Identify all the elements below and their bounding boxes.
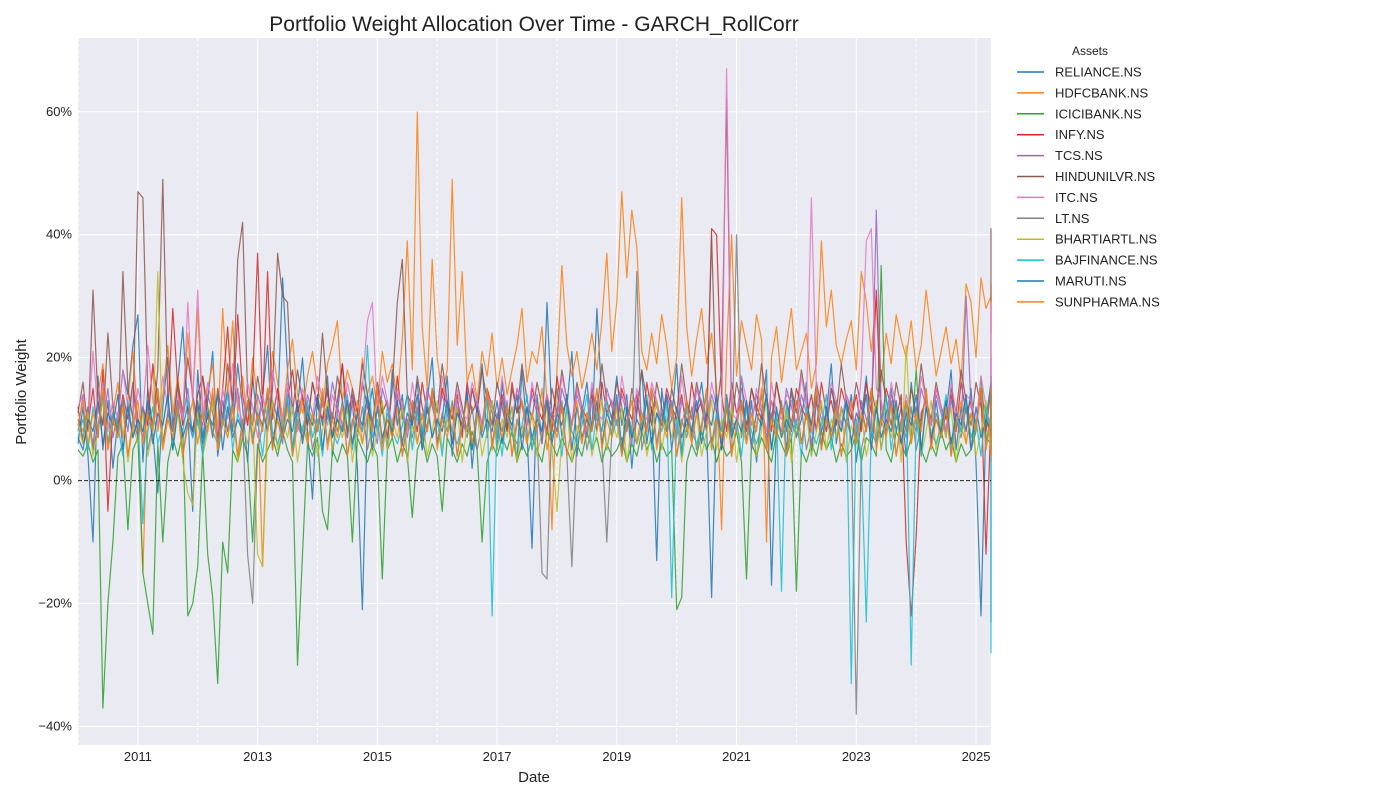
y-tick-label: −20% bbox=[38, 596, 72, 611]
x-tick-label: 2021 bbox=[722, 749, 751, 764]
x-tick-label: 2023 bbox=[842, 749, 871, 764]
y-tick-label: 60% bbox=[46, 104, 72, 119]
legend-label-lt: LT.NS bbox=[1055, 211, 1090, 226]
series-line-sunpharma bbox=[77, 387, 992, 457]
legend-label-hdfcbank: HDFCBANK.NS bbox=[1055, 85, 1149, 100]
x-tick-label: 2011 bbox=[124, 749, 152, 764]
x-tick-label: 2025 bbox=[962, 749, 991, 764]
legend-label-hindunilvr: HINDUNILVR.NS bbox=[1055, 169, 1155, 184]
x-tick-label: 2015 bbox=[363, 749, 392, 764]
y-axis: −40% −20% 0% 20% 40% 60% bbox=[38, 104, 72, 734]
legend-label-icicibank: ICICIBANK.NS bbox=[1055, 106, 1142, 121]
x-tick-label: 2017 bbox=[483, 749, 512, 764]
y-tick-label: 20% bbox=[46, 350, 72, 365]
x-axis-label: Date bbox=[518, 769, 550, 786]
legend: Assets RELIANCE.NS HDFCBANK.NS ICICIBANK.N… bbox=[1017, 44, 1160, 309]
y-axis-label: Portfolio Weight bbox=[13, 338, 30, 444]
series-layer bbox=[77, 68, 992, 715]
x-tick-label: 2019 bbox=[602, 749, 631, 764]
series-line-itc bbox=[77, 68, 992, 439]
legend-label-reliance: RELIANCE.NS bbox=[1055, 65, 1142, 80]
x-tick-label: 2013 bbox=[243, 749, 272, 764]
chart-title: Portfolio Weight Allocation Over Time - … bbox=[269, 13, 798, 36]
legend-label-bhartiartl: BHARTIARTL.NS bbox=[1055, 232, 1157, 247]
y-tick-label: −40% bbox=[38, 719, 72, 734]
legend-title: Assets bbox=[1072, 44, 1108, 58]
legend-label-tcs: TCS.NS bbox=[1055, 148, 1103, 163]
y-tick-label: 0% bbox=[53, 473, 72, 488]
legend-label-infy: INFY.NS bbox=[1055, 127, 1105, 142]
legend-label-bajfinance: BAJFINANCE.NS bbox=[1055, 253, 1158, 268]
series-line-hdfcbank bbox=[77, 111, 992, 574]
legend-label-sunpharma: SUNPHARMA.NS bbox=[1055, 294, 1160, 309]
legend-label-maruti: MARUTI.NS bbox=[1055, 274, 1127, 289]
legend-label-itc: ITC.NS bbox=[1055, 190, 1098, 205]
x-axis: 2011 2013 2015 2017 2019 2021 2023 2025 bbox=[124, 749, 991, 764]
y-tick-label: 40% bbox=[46, 227, 72, 242]
